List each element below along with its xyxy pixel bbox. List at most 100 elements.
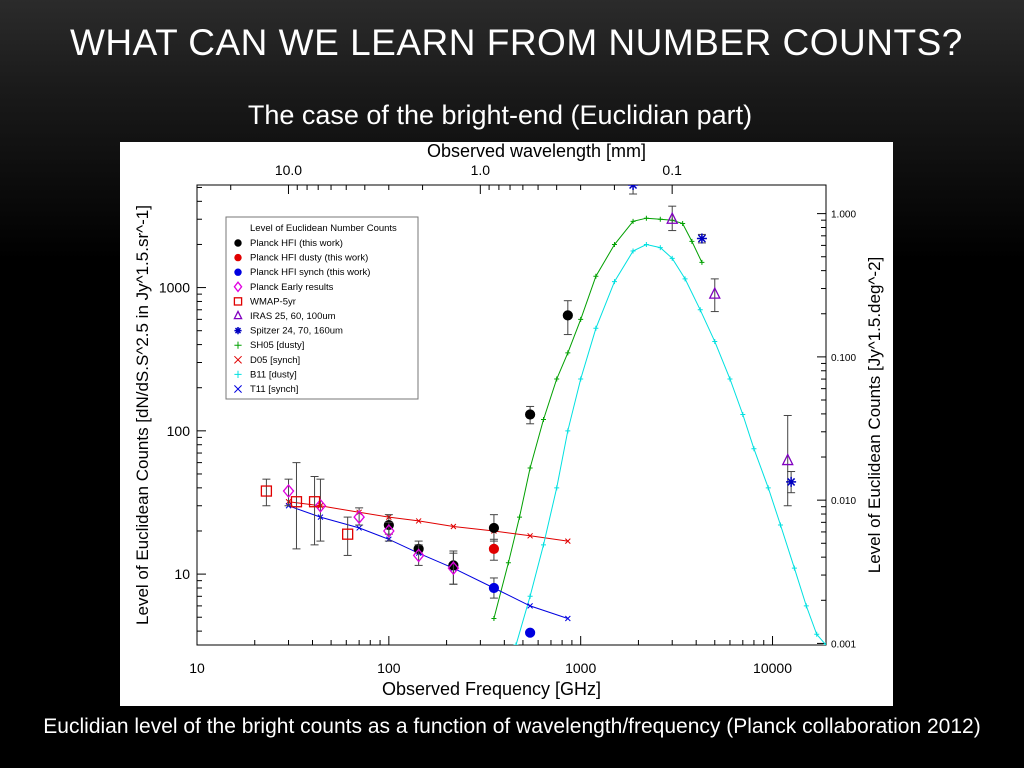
data-point (541, 416, 546, 422)
data-point (488, 543, 500, 554)
data-point (630, 218, 636, 224)
series-line (515, 243, 826, 645)
data-point (342, 528, 354, 540)
data-point (356, 525, 362, 531)
slide-title: WHAT CAN WE LEARN FROM NUMBER COUNTS? (70, 22, 963, 63)
data-point (791, 565, 797, 571)
plot-frame (196, 184, 827, 646)
data-point (697, 307, 703, 313)
data-point (541, 542, 546, 548)
data-point (727, 376, 733, 382)
y-tick-label: 100 (167, 423, 191, 439)
data-point (415, 518, 422, 524)
x2-tick-label: 10.0 (275, 162, 302, 178)
data-point (657, 245, 663, 251)
legend-entry: Planck HFI (this work) (250, 238, 343, 249)
data-point (699, 259, 705, 265)
data-point (290, 496, 303, 508)
y-tick-label: 10 (174, 566, 190, 582)
legend-box (225, 216, 419, 400)
data-point (578, 316, 584, 322)
data-point (696, 233, 707, 244)
data-point (527, 532, 533, 539)
data-point (234, 385, 242, 393)
series-line (493, 217, 703, 619)
data-point (689, 238, 695, 244)
legend-entry: WMAP-5yr (250, 296, 296, 307)
data-point (525, 627, 536, 638)
data-point (578, 376, 584, 382)
data-point (450, 523, 457, 530)
data-point (234, 355, 242, 364)
data-point (554, 376, 560, 382)
legend-entry: Planck HFI synch (this work) (250, 267, 370, 278)
y2-tick-label: 1.000 (831, 210, 856, 221)
data-point (233, 281, 243, 293)
x-tick-label: 100 (377, 660, 401, 676)
euclidean-counts-chart: 10 100 1000 10000 Observed Frequency [GHz] 10… (133, 142, 884, 699)
data-point (565, 350, 571, 356)
data-point (233, 297, 243, 306)
data-point (260, 485, 273, 497)
y2-axis-label-group: Level of Euclidean Counts [Jy^1.5.deg^-2… (865, 257, 884, 573)
data-point (657, 216, 663, 222)
data-point (353, 510, 365, 525)
data-point (491, 615, 497, 621)
legend: Level of Euclidean Number Counts Planck H… (225, 216, 419, 400)
data-point (593, 273, 599, 279)
data-point (517, 514, 523, 520)
slide-subtitle: The case of the bright-end (Euclidian pa… (247, 100, 753, 130)
x2-axis-label: Observed wavelength [mm] (427, 142, 646, 161)
data-point (564, 538, 571, 544)
x-tick-label: 1000 (565, 660, 596, 676)
y2-axis-label: Level of Euclidean Counts [Jy^1.5.deg^-2… (865, 257, 884, 573)
plot-area (260, 185, 826, 645)
data-point (382, 523, 395, 538)
data-point (814, 631, 820, 637)
x2-tick-label: 0.1 (662, 162, 682, 178)
data-point (527, 603, 533, 609)
data-point (611, 279, 617, 285)
data-point (562, 310, 573, 321)
data-point (282, 484, 295, 499)
data-point (740, 412, 746, 418)
data-point (513, 642, 519, 645)
data-point (628, 185, 639, 190)
data-point (234, 268, 242, 276)
data-point (308, 496, 321, 508)
data-point (682, 276, 688, 282)
data-point (234, 239, 242, 247)
x-tick-label: 10 (189, 660, 205, 676)
data-point (564, 615, 571, 622)
data-point (669, 255, 675, 261)
data-point (488, 582, 500, 594)
data-point (666, 211, 679, 224)
legend-entry: SH05 [dusty] (250, 340, 304, 351)
data-point (593, 325, 599, 331)
data-point (680, 221, 686, 227)
data-point (751, 446, 757, 452)
legend-entry: B11 [dusty] (250, 369, 297, 380)
y-tick-label: 1000 (159, 280, 190, 296)
data-point (803, 603, 809, 609)
data-point (233, 309, 243, 320)
x2-tick-label: 1.0 (471, 162, 491, 178)
data-point (525, 409, 536, 420)
legend-entry: T11 [synch] (250, 384, 298, 395)
data-point (527, 465, 533, 471)
legend-title: Level of Euclidean Number Counts (250, 223, 397, 234)
x-axis-label: Observed Frequency [GHz] (382, 679, 601, 699)
data-point (234, 327, 242, 335)
data-point (643, 215, 649, 221)
data-point (643, 241, 649, 247)
data-point (447, 561, 460, 576)
legend-entry: D05 [synch] (250, 355, 300, 366)
data-point (765, 485, 771, 491)
y2-tick-label: 0.100 (831, 353, 856, 364)
y-axis-label: Level of Euclidean Counts [dN/dS.S^2.5 i… (133, 205, 152, 625)
data-point (488, 522, 500, 534)
y2-tick-label: 0.001 (831, 639, 856, 650)
y-axis-label-group: Level of Euclidean Counts [dN/dS.S^2.5 i… (133, 205, 152, 625)
data-point (234, 370, 242, 378)
y2-tick-label: 0.010 (831, 496, 856, 507)
